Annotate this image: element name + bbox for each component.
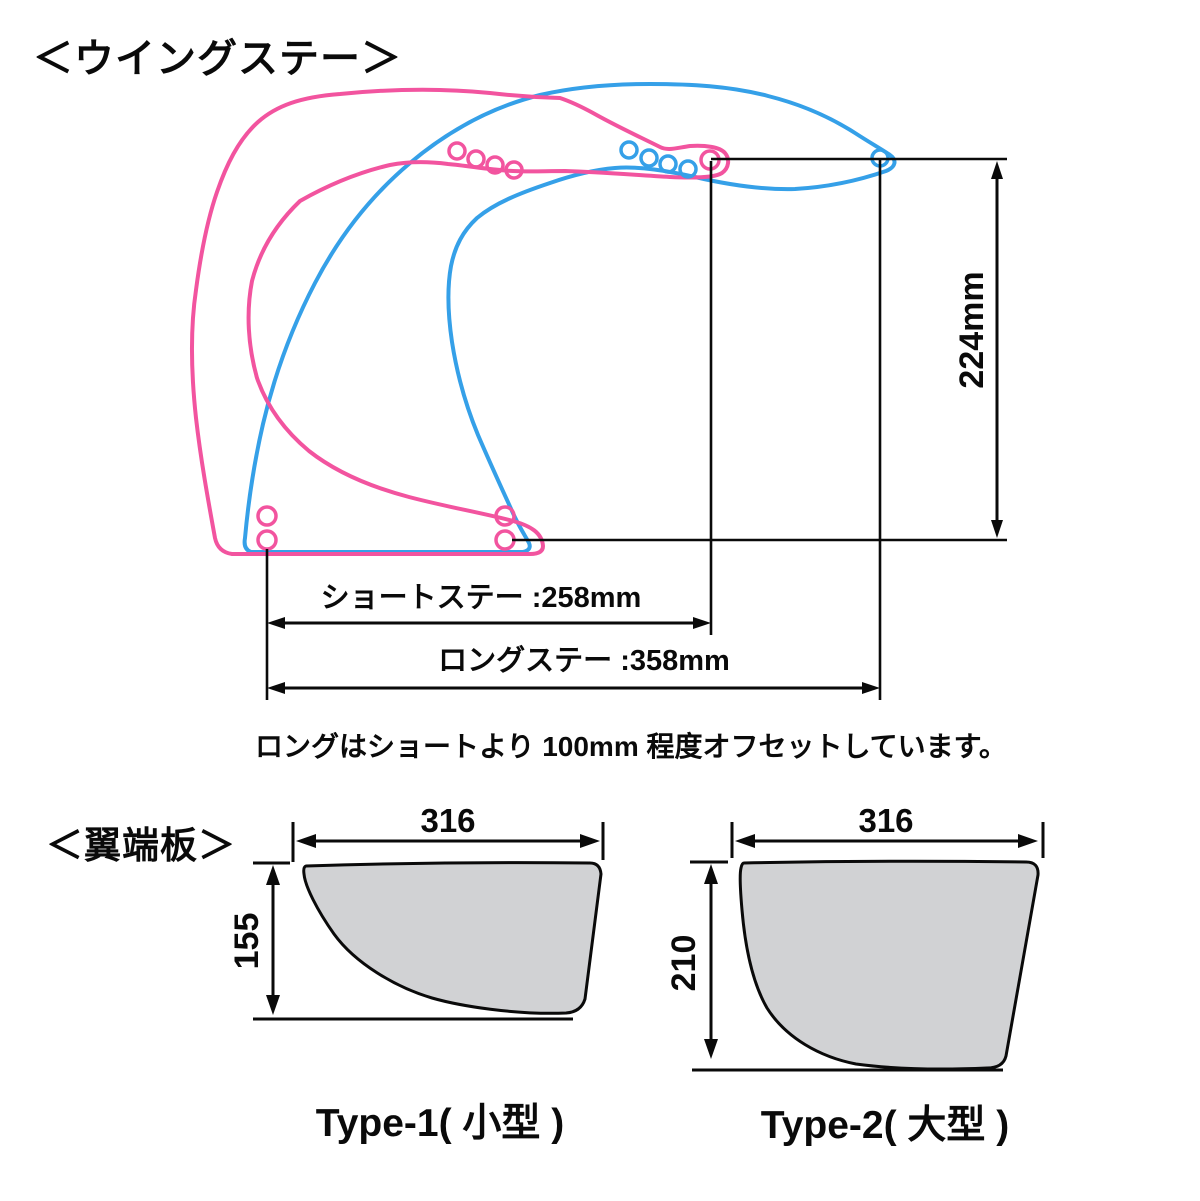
type1-name-label: Type-1( 小型 ) bbox=[316, 1102, 564, 1145]
arrowhead-down bbox=[704, 1039, 718, 1059]
offset-note: ロングはショートより 100mm 程度オフセットしています。 bbox=[255, 731, 1007, 762]
type1-width-label: 316 bbox=[420, 802, 475, 839]
end-plate-type1: 316 155 Type-1( 小型 ) bbox=[228, 802, 605, 1145]
long-stay-arm-hole bbox=[619, 140, 639, 160]
arrowhead-left bbox=[296, 834, 316, 848]
type2-name-label: Type-2( 大型 ) bbox=[761, 1104, 1009, 1147]
arrowhead-left bbox=[267, 682, 285, 694]
type2-height-label: 210 bbox=[665, 935, 703, 992]
arrowhead-left bbox=[735, 834, 755, 848]
base-hole bbox=[256, 529, 278, 551]
short-stay-arm-hole bbox=[466, 149, 486, 169]
short-stay-arm-hole bbox=[447, 141, 467, 161]
type1-height-label: 155 bbox=[228, 913, 266, 970]
arrowhead-right bbox=[1018, 834, 1038, 848]
wing-stay-title: ＜ウイングステー＞ bbox=[33, 37, 402, 81]
arrowhead-right bbox=[693, 617, 711, 629]
type2-plate-shape bbox=[738, 859, 1040, 1071]
arrowhead-right bbox=[862, 682, 880, 694]
type2-width-label: 316 bbox=[858, 802, 913, 839]
short-stay-holes bbox=[256, 141, 721, 551]
long-stay-outline bbox=[242, 82, 897, 554]
arrowhead-up bbox=[266, 865, 280, 885]
end-plate-title: ＜翼端板＞ bbox=[46, 825, 236, 866]
height-dim-label: 224mm bbox=[953, 271, 991, 388]
base-hole bbox=[256, 505, 278, 527]
short-stay-arm-hole bbox=[485, 155, 505, 175]
short-stay-outline bbox=[189, 87, 731, 556]
long-stay-arm-hole bbox=[678, 159, 698, 179]
short-stay-arm-hole bbox=[504, 160, 524, 180]
arrowhead-right bbox=[580, 834, 600, 848]
type1-plate-shape bbox=[302, 861, 603, 1015]
arrowhead-up bbox=[704, 864, 718, 884]
base-hole bbox=[494, 529, 516, 551]
end-plate-section: ＜翼端板＞ 316 155 Type-1( 小型 ) bbox=[46, 802, 1045, 1147]
end-plate-type2: 316 210 Type-2( 大型 ) bbox=[665, 802, 1045, 1147]
arrowhead-down bbox=[266, 995, 280, 1015]
base-hole bbox=[494, 505, 516, 527]
short-stay-label: ショートステー :258mm bbox=[321, 582, 642, 614]
wing-stay-section: ＜ウイングステー＞ bbox=[33, 37, 1007, 762]
long-stay-arm-hole bbox=[658, 154, 678, 174]
long-stay-label: ロングステー :358mm bbox=[438, 644, 730, 677]
arrowhead-down bbox=[991, 520, 1003, 538]
arrowhead-up bbox=[991, 161, 1003, 179]
stay-dimension-lines bbox=[265, 157, 1007, 700]
arrowhead-left bbox=[267, 617, 285, 629]
long-stay-arm-hole bbox=[639, 148, 659, 168]
